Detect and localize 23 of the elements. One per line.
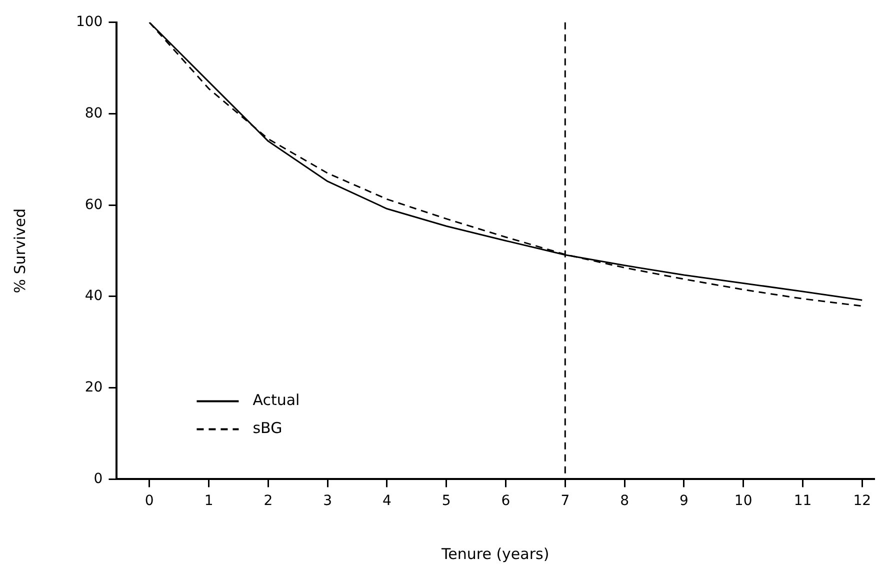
legend-label: sBG <box>252 419 282 438</box>
x-tick-label: 12 <box>853 493 872 510</box>
x-tick-label: 9 <box>679 493 688 510</box>
x-tick-label: 10 <box>734 493 752 510</box>
x-tick-label: 7 <box>560 493 570 510</box>
y-tick-label: 60 <box>84 196 103 213</box>
x-tick-label: 0 <box>144 493 154 510</box>
x-axis-title: Tenure (years) <box>440 544 550 563</box>
x-tick-label: 11 <box>794 493 812 510</box>
y-axis-title: % Survived <box>10 208 29 294</box>
y-tick-label: 80 <box>84 105 103 122</box>
x-tick-label: 6 <box>501 493 510 510</box>
legend-label: Actual <box>252 391 300 410</box>
x-tick-label: 8 <box>620 493 630 510</box>
x-tick-label: 4 <box>382 493 392 510</box>
x-tick-label: 3 <box>323 493 332 510</box>
y-tick-label: 100 <box>76 14 103 30</box>
y-tick-label: 20 <box>84 379 103 396</box>
y-tick-label: 40 <box>84 288 103 304</box>
x-tick-label: 5 <box>442 493 451 510</box>
x-tick-label: 2 <box>264 493 273 510</box>
x-tick-label: 1 <box>204 493 214 510</box>
y-tick-label: 0 <box>94 470 103 487</box>
